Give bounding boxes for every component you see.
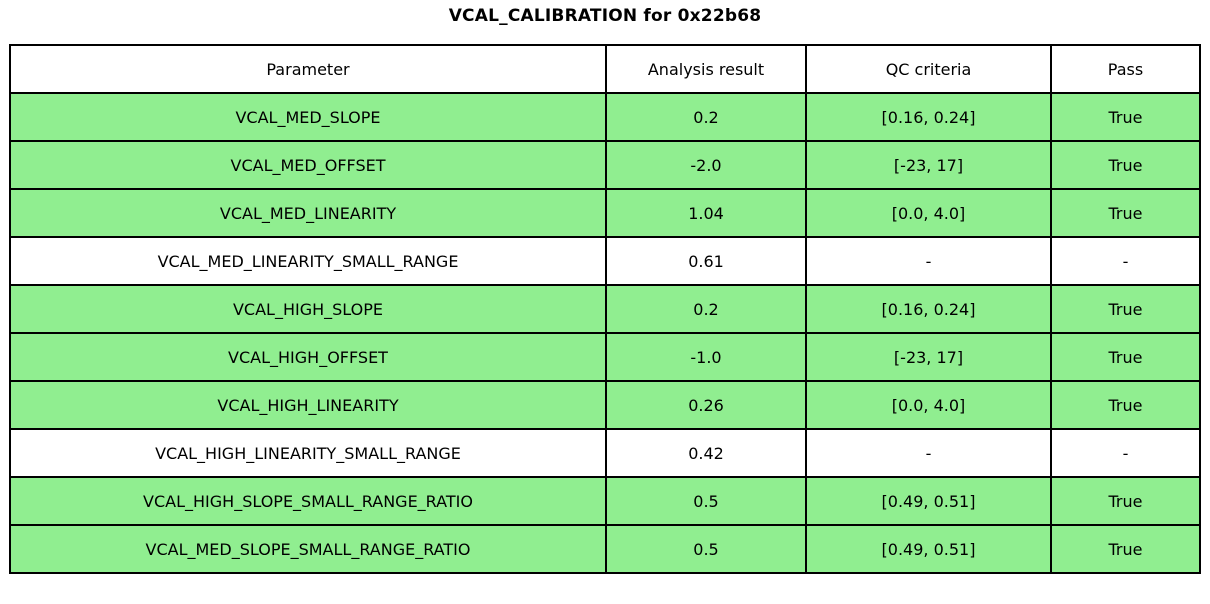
header-pass: Pass <box>1050 44 1201 94</box>
cell-result: 0.26 <box>605 380 807 430</box>
cell-result: 0.5 <box>605 524 807 574</box>
cell-parameter: VCAL_MED_SLOPE <box>9 92 607 142</box>
cell-result: -2.0 <box>605 140 807 190</box>
header-parameter: Parameter <box>9 44 607 94</box>
cell-criteria: [0.0, 4.0] <box>805 188 1052 238</box>
cell-pass: True <box>1050 284 1201 334</box>
table-row: VCAL_HIGH_SLOPE 0.2 [0.16, 0.24] True <box>9 284 1201 334</box>
table-row: VCAL_HIGH_LINEARITY_SMALL_RANGE 0.42- - <box>9 428 1201 478</box>
cell-criteria: [0.0, 4.0] <box>805 380 1052 430</box>
cell-pass: True <box>1050 476 1201 526</box>
cell-pass: True <box>1050 332 1201 382</box>
table-row: VCAL_MED_SLOPE 0.2 [0.16, 0.24] True <box>9 92 1201 142</box>
cell-criteria: [0.16, 0.24] <box>805 92 1052 142</box>
cell-criteria: [-23, 17] <box>805 140 1052 190</box>
cell-pass: - <box>1050 428 1201 478</box>
table-row: VCAL_MED_SLOPE_SMALL_RANGE_RATIO 0.5 [0.49… <box>9 524 1201 574</box>
header-qc-criteria: QC criteria <box>805 44 1052 94</box>
cell-criteria: [0.49, 0.51] <box>805 524 1052 574</box>
cell-pass: True <box>1050 92 1201 142</box>
cell-pass: - <box>1050 236 1201 286</box>
table-row: VCAL_HIGH_SLOPE_SMALL_RANGE_RATIO 0.5 [0.4… <box>9 476 1201 526</box>
cell-parameter: VCAL_MED_LINEARITY <box>9 188 607 238</box>
qc-table: Parameter Analysis result QC criteria Pa… <box>9 44 1201 574</box>
cell-parameter: VCAL_MED_OFFSET <box>9 140 607 190</box>
table-row: VCAL_HIGH_LINEARITY 0.26 [0.0, 4.0] True <box>9 380 1201 430</box>
cell-criteria: - <box>805 428 1052 478</box>
cell-parameter: VCAL_HIGH_OFFSET <box>9 332 607 382</box>
table-header: Parameter Analysis result QC criteria Pa… <box>9 44 1201 94</box>
cell-result: 1.04 <box>605 188 807 238</box>
cell-result: -1.0 <box>605 332 807 382</box>
cell-parameter: VCAL_HIGH_LINEARITY <box>9 380 607 430</box>
cell-parameter: VCAL_MED_SLOPE_SMALL_RANGE_RATIO <box>9 524 607 574</box>
cell-parameter: VCAL_HIGH_SLOPE_SMALL_RANGE_RATIO <box>9 476 607 526</box>
table-row: VCAL_HIGH_OFFSET -1.0 [-23, 17] True <box>9 332 1201 382</box>
cell-result: 0.5 <box>605 476 807 526</box>
header-analysis-result: Analysis result <box>605 44 807 94</box>
table-row: VCAL_MED_LINEARITY_SMALL_RANGE 0.61- - <box>9 236 1201 286</box>
table-row: VCAL_MED_OFFSET -2.0 [-23, 17] True <box>9 140 1201 190</box>
cell-criteria: - <box>805 236 1052 286</box>
cell-criteria: [-23, 17] <box>805 332 1052 382</box>
table-row: VCAL_MED_LINEARITY 1.04 [0.0, 4.0] True <box>9 188 1201 238</box>
cell-pass: True <box>1050 524 1201 574</box>
cell-criteria: [0.16, 0.24] <box>805 284 1052 334</box>
cell-pass: True <box>1050 140 1201 190</box>
cell-pass: True <box>1050 188 1201 238</box>
cell-parameter: VCAL_HIGH_SLOPE <box>9 284 607 334</box>
cell-pass: True <box>1050 380 1201 430</box>
header-row: Parameter Analysis result QC criteria Pa… <box>9 44 1201 94</box>
cell-result: 0.2 <box>605 284 807 334</box>
cell-result: 0.2 <box>605 92 807 142</box>
table-body: VCAL_MED_SLOPE 0.2 [0.16, 0.24] True VCAL_ME… <box>9 92 1201 574</box>
cell-criteria: [0.49, 0.51] <box>805 476 1052 526</box>
figure-title: VCAL_CALIBRATION for 0x22b68 <box>448 6 762 26</box>
cell-parameter: VCAL_HIGH_LINEARITY_SMALL_RANGE <box>9 428 607 478</box>
cell-result: 0.42 <box>605 428 807 478</box>
cell-result: 0.61 <box>605 236 807 286</box>
cell-parameter: VCAL_MED_LINEARITY_SMALL_RANGE <box>9 236 607 286</box>
